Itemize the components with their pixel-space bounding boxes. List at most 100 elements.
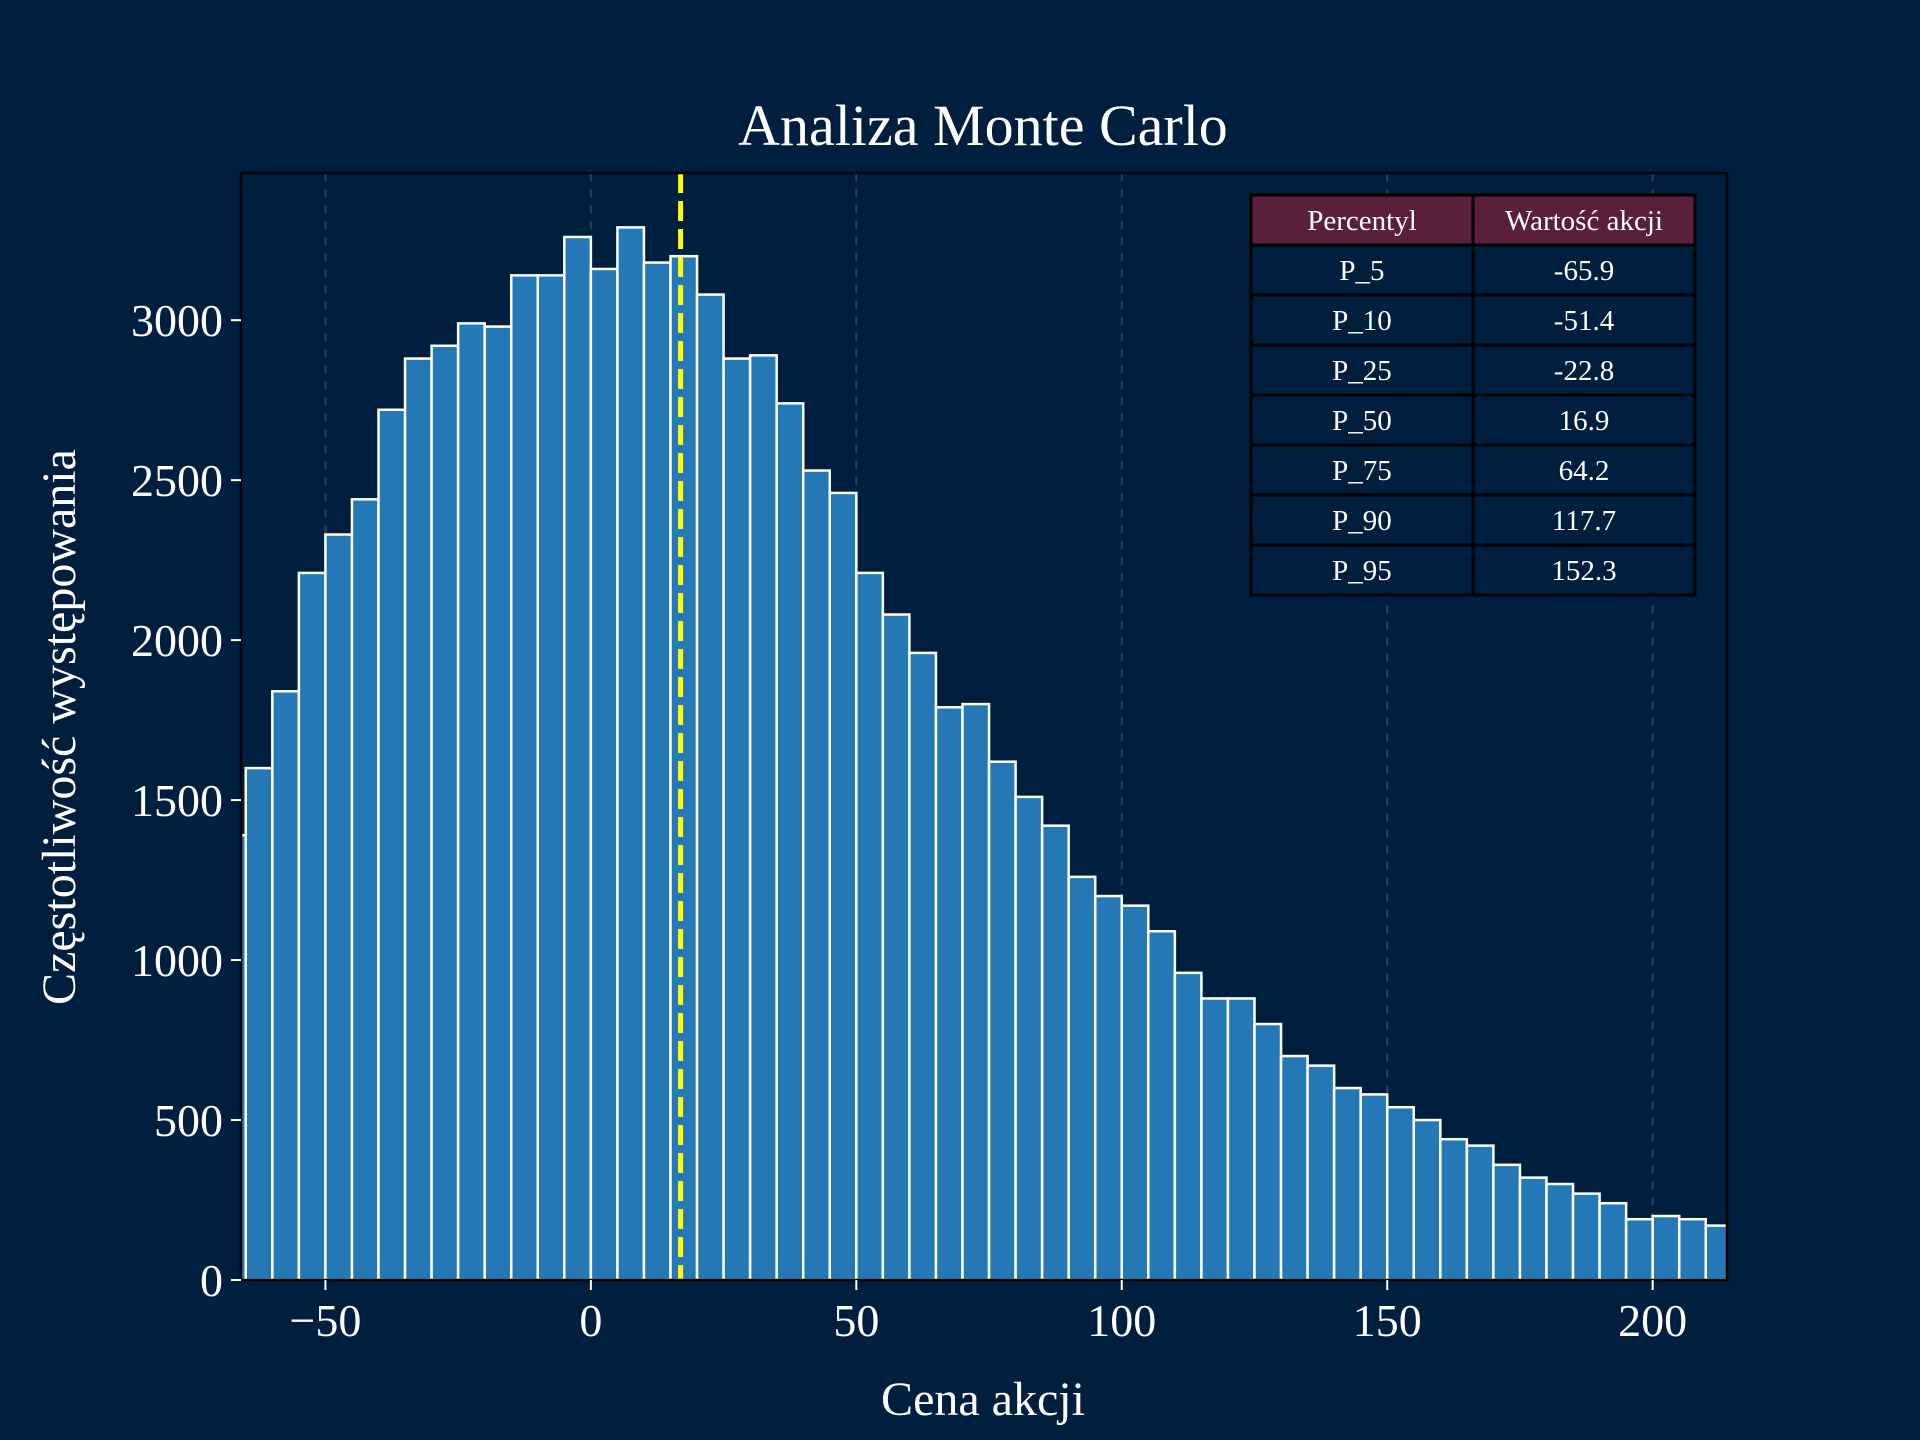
histogram-bar — [855, 571, 885, 1280]
table-cell — [1471, 343, 1697, 397]
histogram-bar — [1651, 1214, 1681, 1280]
histogram-bar — [1173, 971, 1203, 1280]
histogram-bar — [1465, 1144, 1495, 1280]
histogram-bar — [1359, 1093, 1389, 1280]
histogram-bar — [456, 322, 486, 1280]
histogram-bar — [1279, 1054, 1309, 1280]
x-axis-label: Cena akcji — [881, 1373, 1085, 1426]
x-axis-ticks: −50 0 50 100 150 200 — [289, 1280, 1687, 1346]
y-tick-label: 3000 — [131, 295, 223, 346]
histogram-bar — [1571, 1192, 1601, 1280]
table-cell-text: P_50 — [1332, 405, 1392, 437]
histogram-bar — [403, 357, 433, 1280]
table-cell-text: P_10 — [1332, 305, 1392, 337]
histogram-bar — [1704, 1224, 1727, 1280]
histogram-bar — [1439, 1137, 1469, 1280]
y-tick-label: 2500 — [131, 455, 223, 506]
table-cell-text: P_75 — [1332, 455, 1392, 487]
histogram-bar — [1332, 1086, 1362, 1280]
table-cell-text: P_95 — [1332, 555, 1392, 587]
histogram-bar — [509, 274, 540, 1280]
table-header-text: Percentyl — [1307, 205, 1417, 237]
table-cell — [1471, 243, 1697, 297]
x-tick-label: 50 — [833, 1295, 879, 1346]
table-cell — [1249, 293, 1475, 347]
x-tick-label: 0 — [579, 1295, 602, 1346]
histogram-bar — [775, 402, 805, 1280]
histogram-bar — [377, 408, 407, 1280]
histogram-bar — [616, 226, 646, 1280]
histogram-bar — [828, 491, 858, 1280]
histogram-bar — [1412, 1118, 1442, 1280]
table-cell-text: 64.2 — [1559, 455, 1610, 487]
plot-frame — [239, 171, 1729, 1282]
y-tick-label: 1000 — [131, 935, 223, 986]
table-header-text: Wartość akcji — [1505, 205, 1663, 237]
histogram-bar — [1306, 1064, 1336, 1280]
histogram-bar — [1040, 824, 1070, 1280]
y-tick-label: 0 — [200, 1255, 223, 1306]
histogram-bar — [1545, 1182, 1575, 1280]
histogram-bar — [589, 267, 619, 1280]
histogram-bar — [297, 571, 327, 1280]
x-tick-label: 150 — [1353, 1295, 1422, 1346]
histogram-bar — [1492, 1163, 1522, 1280]
table-header-cell — [1249, 193, 1475, 247]
table-cell-text: P_90 — [1332, 505, 1392, 537]
table-cell-text: 117.7 — [1552, 505, 1616, 537]
histogram-bar — [430, 344, 460, 1280]
table-cell-text: 16.9 — [1559, 405, 1610, 437]
histogram-bar — [801, 469, 832, 1280]
histogram-bar — [722, 357, 752, 1280]
histogram-bar — [483, 325, 513, 1280]
histogram-bar — [1200, 997, 1230, 1280]
histogram-bar — [934, 706, 964, 1280]
histogram-bar — [1014, 795, 1044, 1280]
table-cell-text: -65.9 — [1554, 255, 1614, 287]
histogram-bar — [908, 651, 938, 1280]
y-tick-label: 500 — [154, 1095, 223, 1146]
table-cell-text: P_25 — [1332, 355, 1392, 387]
table-cell-text: -22.8 — [1554, 355, 1614, 387]
histogram-bar — [244, 766, 274, 1280]
table-cell — [1471, 493, 1697, 547]
table-cell-text: -51.4 — [1554, 305, 1615, 337]
histogram-bar — [271, 690, 301, 1280]
x-tick-label: 200 — [1618, 1295, 1687, 1346]
histogram-bar — [1518, 1176, 1548, 1280]
histogram-bar — [881, 613, 911, 1280]
table-cell — [1249, 343, 1475, 397]
histogram-bar — [350, 498, 380, 1280]
histogram-bar — [1067, 875, 1097, 1280]
table-cell — [1471, 293, 1697, 347]
y-axis-ticks: 0 500 1000 1500 2000 2500 3000 — [131, 295, 241, 1306]
histogram-bar — [324, 533, 354, 1280]
histogram-bar — [1147, 930, 1177, 1280]
histogram-bar — [987, 760, 1017, 1280]
table-cell-text: 152.3 — [1551, 555, 1616, 587]
histogram-bar — [1226, 997, 1256, 1280]
histogram-bar — [1253, 1022, 1283, 1280]
table-cell — [1249, 393, 1475, 447]
histogram-bar — [669, 254, 699, 1280]
y-tick-label: 2000 — [131, 615, 223, 666]
histogram-bar — [536, 274, 566, 1280]
histogram-bar — [961, 702, 991, 1280]
histogram-bar — [642, 261, 672, 1280]
x-tick-label: 100 — [1087, 1295, 1156, 1346]
histogram-bar — [1624, 1217, 1654, 1280]
table-header-cell — [1471, 193, 1697, 247]
table-cell-text: P_5 — [1339, 255, 1384, 287]
histogram-bar — [1385, 1105, 1416, 1280]
percentile-table: Percentyl Wartość akcji P_5 -65.9 P_10 -51.4 P… — [1249, 193, 1697, 597]
chart-title: Analiza Monte Carlo — [738, 93, 1228, 158]
bars-layer — [241, 226, 1727, 1280]
histogram-bar — [563, 235, 593, 1280]
table-cell — [1471, 443, 1697, 497]
histogram-bar — [1093, 894, 1124, 1280]
y-tick-label: 1500 — [131, 775, 223, 826]
table-cell — [1471, 393, 1697, 447]
histogram-bar — [748, 354, 778, 1280]
histogram-bar — [1598, 1201, 1628, 1280]
